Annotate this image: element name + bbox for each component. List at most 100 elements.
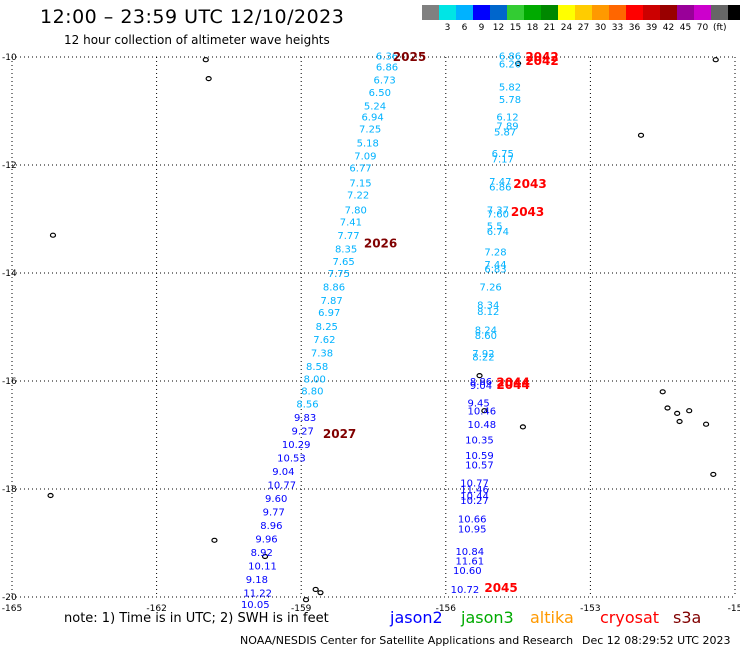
swh-value: 6.36 [376, 51, 398, 62]
lon-tick-label: -165 [2, 604, 22, 614]
swh-value: 10.35 [465, 435, 494, 446]
swh-value: 6.94 [361, 112, 383, 123]
credit-line: NOAA/NESDIS Center for Satellite Applica… [240, 634, 574, 647]
swh-value: 7.80 [345, 205, 367, 216]
swh-value: 6.12 [496, 112, 518, 123]
lat-tick-label: -10 [2, 53, 17, 63]
pass-number-label: 2025 [393, 50, 426, 64]
island-outline [211, 537, 218, 543]
swh-value: 10.95 [458, 524, 487, 535]
swh-value: 7.15 [349, 178, 371, 189]
legend-swatch [456, 5, 473, 20]
swh-value: 8.86 [470, 377, 492, 388]
legend-label: 9 [478, 23, 485, 33]
island-outline [302, 597, 310, 603]
legend-swatch [694, 5, 711, 20]
swh-value: 10.46 [467, 407, 496, 418]
island-outline [664, 405, 671, 411]
lon-tick-label: -153 [580, 604, 600, 614]
swh-value: 10.29 [282, 440, 311, 451]
lat-tick-label: -14 [2, 269, 17, 279]
legend-swatch [473, 5, 490, 20]
island-outline [702, 421, 710, 427]
swh-value: 9.04 [272, 467, 294, 478]
legend-swatch [677, 5, 694, 20]
pass-number-label: 2044 [496, 376, 529, 390]
island-outline [312, 586, 319, 593]
lon-tick-label: -156 [436, 604, 457, 614]
swh-value: 9.18 [246, 575, 268, 586]
swh-value: 5.87 [494, 128, 516, 139]
swh-value: 11.46 [460, 485, 489, 496]
swh-value: 9.77 [263, 508, 285, 519]
swh-value: 7.77 [337, 231, 359, 242]
island-outline [476, 373, 483, 379]
legend-swatch [422, 5, 439, 20]
swh-value: 10.05 [241, 600, 270, 611]
sat-label-jason2: jason2 [390, 608, 443, 627]
swh-value: 10.66 [458, 515, 487, 526]
island-outline [676, 418, 683, 425]
island-outline [481, 408, 488, 414]
swh-value: 7.26 [480, 283, 502, 294]
pass-number-label: 2043 [511, 205, 544, 219]
legend-label: 33 [611, 23, 624, 33]
sat-label-cryosat: cryosat [600, 608, 660, 627]
swh-value: 8.60 [475, 331, 497, 342]
lat-tick-label: -20 [2, 593, 17, 603]
swh-value: 8.22 [472, 353, 494, 364]
swh-value: 6.86 [499, 51, 521, 62]
legend-swatch [711, 5, 728, 20]
island-outline [637, 132, 645, 138]
legend-swatch [575, 5, 592, 20]
lon-tick-label: -162 [146, 604, 166, 614]
swh-value: 6.74 [487, 227, 509, 238]
swh-value: 10.60 [453, 566, 482, 577]
island-outline [712, 57, 719, 63]
pass-number-label: 2027 [323, 427, 356, 441]
swh-value: 7.75 [328, 269, 350, 280]
swh-value: 5.18 [357, 138, 379, 149]
legend-swatch [541, 5, 558, 20]
legend-swatch [728, 5, 740, 20]
legend-label: 24 [560, 23, 573, 33]
island-outline [519, 424, 527, 430]
swh-value: 7.60 [487, 210, 509, 221]
swh-value: 10.72 [451, 585, 480, 596]
swh-value: 7.38 [311, 348, 333, 359]
swh-value: 6.86 [489, 183, 511, 194]
swh-value: 7.41 [340, 218, 362, 229]
swh-value: 9.96 [255, 535, 277, 546]
island-outline [659, 389, 666, 395]
swh-value: 8.12 [477, 307, 499, 318]
sat-label-jason3: jason3 [461, 608, 514, 627]
legend-label: 45 [679, 23, 692, 33]
legend-swatch [490, 5, 507, 20]
legend-unit: (ft) [713, 23, 727, 33]
swh-value: 9.83 [294, 413, 316, 424]
swh-value: 6.75 [492, 149, 514, 160]
swh-value: 7.62 [313, 335, 335, 346]
map-title: 12:00 – 23:59 UTC 12/10/2023 [40, 6, 345, 28]
swh-value: 10.77 [267, 481, 296, 492]
legend-label: 6 [461, 23, 468, 33]
swh-value: 9.60 [265, 494, 287, 505]
swh-value: 10.44 [460, 491, 489, 502]
map-subtitle: 12 hour collection of altimeter wave hei… [64, 33, 330, 47]
swh-value: 7.22 [347, 191, 369, 202]
legend-label: 21 [543, 23, 556, 33]
legend-label: 42 [662, 23, 675, 33]
swh-value: 8.96 [260, 521, 282, 532]
island-outline [261, 553, 269, 560]
swh-value: 8.00 [304, 374, 326, 385]
swh-value: 8.25 [316, 322, 338, 333]
swh-value: 7.17 [492, 155, 514, 166]
island-outline [47, 492, 54, 499]
swh-value: 8.86 [323, 283, 345, 294]
swh-value: 7.44 [484, 260, 506, 271]
swh-value: 7.09 [354, 151, 376, 162]
swh-value: 10.77 [460, 479, 489, 490]
swh-value: 8.80 [301, 387, 323, 398]
